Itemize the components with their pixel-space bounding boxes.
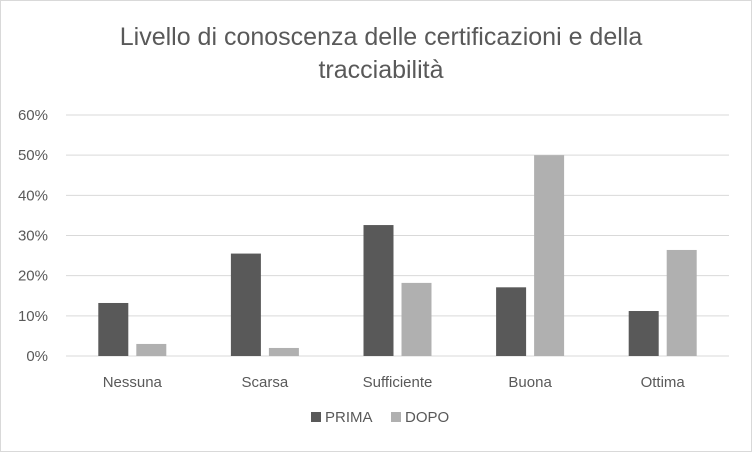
legend-label-prima: PRIMA xyxy=(325,409,373,426)
y-tick-label: 20% xyxy=(18,268,48,285)
y-tick-label: 40% xyxy=(18,187,48,204)
bar-prima-ottima xyxy=(628,311,659,356)
y-tick-label: 10% xyxy=(18,308,48,325)
bar-prima-scarsa xyxy=(230,253,261,356)
chart-title-line-2: tracciabilità xyxy=(318,56,444,84)
bar-dopo-buona xyxy=(534,155,565,356)
x-tick-label-ottima: Ottima xyxy=(641,374,686,391)
legend-swatch-dopo xyxy=(391,412,401,422)
bar-prima-sufficiente xyxy=(363,225,394,356)
chart-title: Livello di conoscenza delle certificazio… xyxy=(61,21,701,87)
y-tick-label: 50% xyxy=(18,147,48,164)
x-tick-label-sufficiente: Sufficiente xyxy=(363,374,433,391)
x-tick-label-nessuna: Nessuna xyxy=(103,374,163,391)
y-tick-label: 30% xyxy=(18,228,48,245)
x-tick-label-scarsa: Scarsa xyxy=(242,374,289,391)
y-tick-label: 60% xyxy=(18,107,48,124)
bar-prima-nessuna xyxy=(98,302,129,356)
bar-prima-buona xyxy=(496,287,527,356)
legend-label-dopo: DOPO xyxy=(405,409,449,426)
bar-dopo-sufficiente xyxy=(401,282,432,356)
bar-dopo-scarsa xyxy=(268,347,299,356)
chart-title-line-1: Livello di conoscenza delle certificazio… xyxy=(119,23,643,51)
y-tick-label: 0% xyxy=(26,348,48,365)
legend-swatch-prima xyxy=(311,412,321,422)
bar-dopo-ottima xyxy=(666,249,697,356)
x-tick-label-buona: Buona xyxy=(508,374,552,391)
bar-dopo-nessuna xyxy=(136,343,167,356)
